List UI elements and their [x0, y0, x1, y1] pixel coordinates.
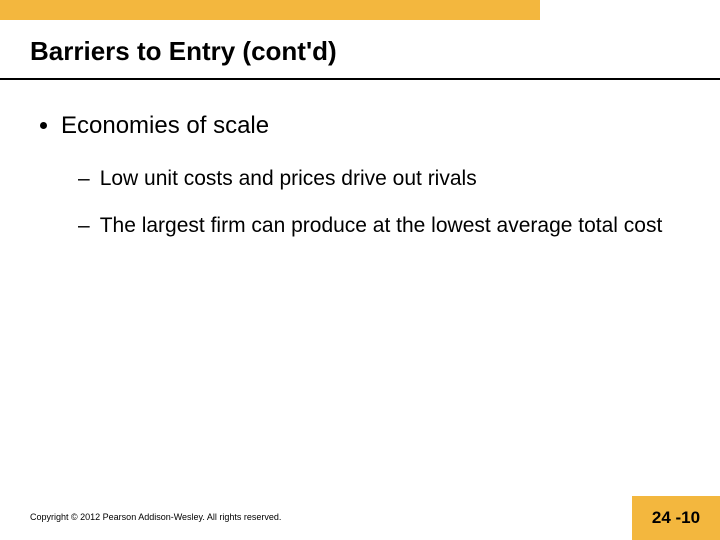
sub-bullet-text: The largest firm can produce at the lowe…	[100, 212, 663, 240]
slide-title: Barriers to Entry (cont'd)	[30, 36, 337, 67]
dash-marker: –	[78, 165, 90, 193]
page-number-box: 24 -10	[632, 496, 720, 540]
accent-top-bar	[0, 0, 540, 20]
title-underline	[0, 78, 720, 80]
sub-bullet-item: – Low unit costs and prices drive out ri…	[78, 165, 680, 193]
page-number: 24 -10	[652, 508, 700, 528]
copyright-text: Copyright © 2012 Pearson Addison-Wesley.…	[30, 512, 281, 522]
bullet-marker	[40, 122, 47, 129]
sub-bullet-text: Low unit costs and prices drive out riva…	[100, 165, 477, 193]
sub-bullet-item: – The largest firm can produce at the lo…	[78, 212, 680, 240]
bullet-text: Economies of scale	[61, 110, 269, 141]
dash-marker: –	[78, 212, 90, 240]
bullet-item: Economies of scale	[30, 110, 680, 141]
slide-body: Economies of scale – Low unit costs and …	[30, 110, 680, 258]
